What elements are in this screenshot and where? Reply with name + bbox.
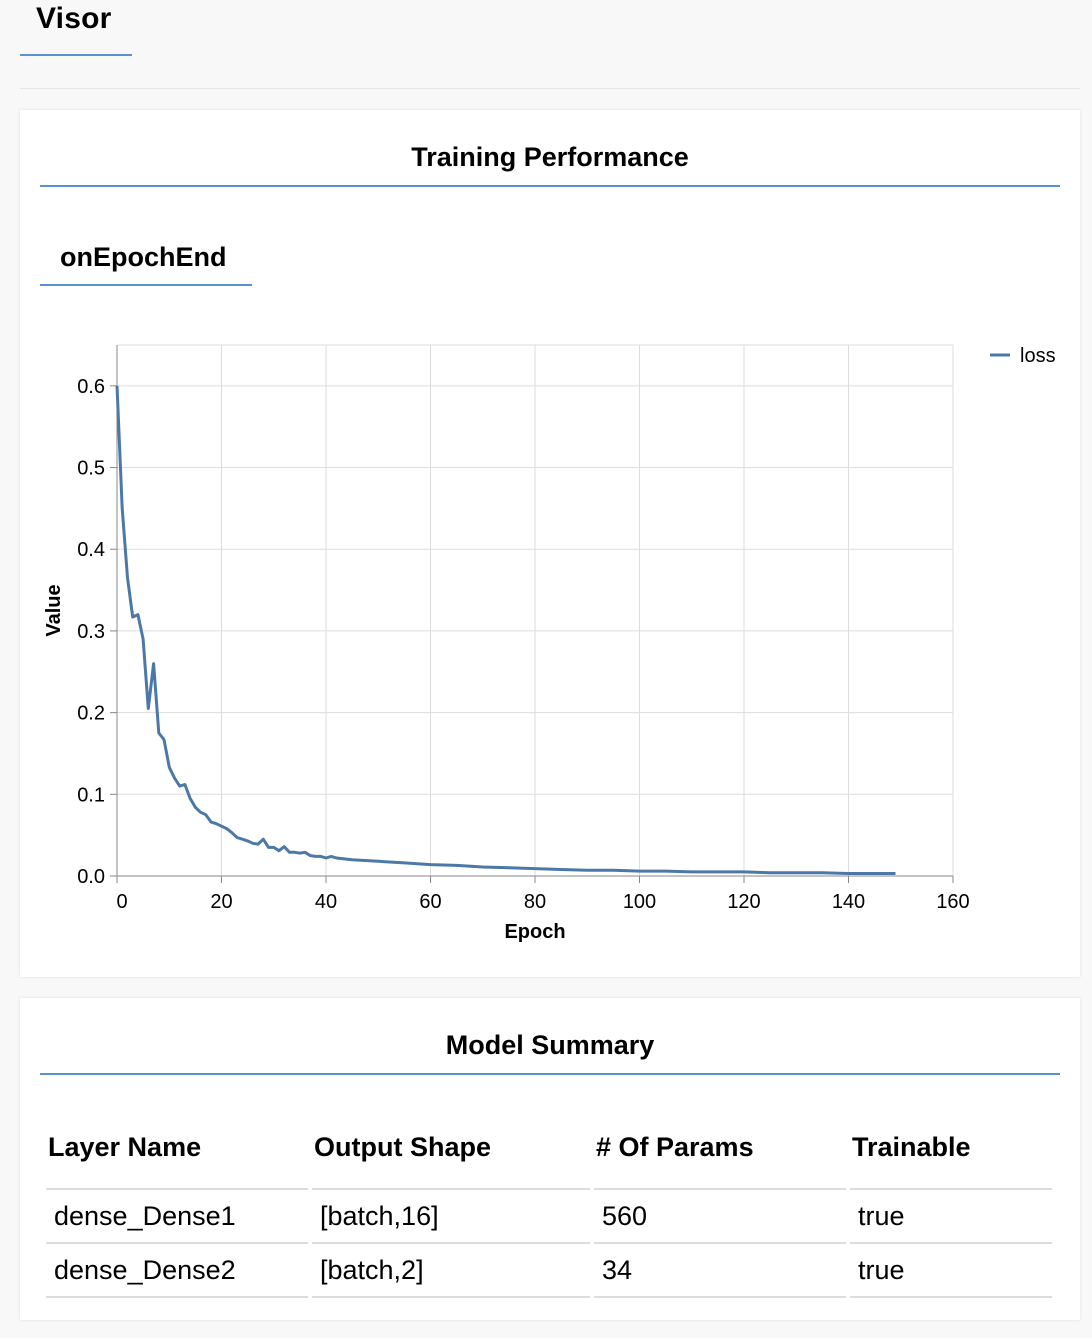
app-header: Visor <box>20 0 132 56</box>
cell-layer-name: dense_Dense2 <box>46 1242 308 1298</box>
y-tick-label: 0.4 <box>77 539 105 561</box>
x-tick-label: 60 <box>419 891 441 913</box>
x-tick-label: 100 <box>623 891 656 913</box>
cell-output-shape: [batch,16] <box>312 1188 590 1242</box>
x-tick-label: 140 <box>832 891 865 913</box>
y-tick-label: 0.0 <box>77 866 105 888</box>
app-title: Visor <box>36 2 112 35</box>
y-tick-label: 0.1 <box>77 784 105 806</box>
x-tick-label: 80 <box>524 891 546 913</box>
header-divider <box>20 88 1080 89</box>
model-summary-rule <box>40 1073 1060 1075</box>
cell-trainable: true <box>850 1188 1052 1242</box>
y-tick-label: 0.6 <box>77 376 105 398</box>
training-performance-title: Training Performance <box>411 142 689 172</box>
x-tick-label: 40 <box>315 891 337 913</box>
x-axis-title: Epoch <box>504 921 565 943</box>
loss-chart: 0 20 40 60 80 100 120 140 160 0.0 0.1 0.2 0.3 0.4 0.5 0… <box>43 344 1056 943</box>
column-header-trainable: Trainable <box>852 1131 971 1162</box>
cell-layer-name: dense_Dense1 <box>46 1188 308 1242</box>
chart-series-layer <box>115 385 896 875</box>
table-row: dense_Dense2 [batch,2] 34 true <box>46 1242 1052 1298</box>
y-tick-label: 0.5 <box>77 458 105 480</box>
chart-axes: 0 20 40 60 80 100 120 140 160 0.0 0.1 0.2 0.3 0.4 0.5 0… <box>43 345 970 943</box>
model-summary-table: Layer Name Output Shape # Of Params Trai… <box>42 1106 1056 1298</box>
legend-label: loss <box>1020 345 1056 367</box>
model-summary-card: Model Summary Layer Name Output Shape # … <box>20 998 1080 1320</box>
chart-legend: loss <box>990 345 1056 367</box>
chart-grid <box>116 344 954 877</box>
cell-trainable: true <box>850 1242 1052 1298</box>
table-row: dense_Dense1 [batch,16] 560 true <box>46 1188 1052 1242</box>
table-header-row: Layer Name Output Shape # Of Params Trai… <box>46 1106 1052 1188</box>
column-header-params: # Of Params <box>596 1131 754 1162</box>
training-performance-card: Training Performance onEpochEnd 0 20 40 60 8… <box>20 110 1080 977</box>
y-tick-label: 0.3 <box>77 621 105 643</box>
column-header-layer-name: Layer Name <box>48 1131 202 1162</box>
series-line-loss <box>115 385 896 875</box>
tab-onepochend-label: onEpochEnd <box>60 242 227 272</box>
tab-onepochend[interactable]: onEpochEnd <box>40 226 252 286</box>
x-tick-label: 0 <box>116 891 127 913</box>
training-performance-rule <box>40 185 1060 187</box>
column-header-output-shape: Output Shape <box>314 1131 491 1162</box>
cell-params: 560 <box>594 1188 846 1242</box>
cell-output-shape: [batch,2] <box>312 1242 590 1298</box>
y-axis-title: Value <box>43 584 65 636</box>
cell-params: 34 <box>594 1242 846 1298</box>
y-tick-label: 0.2 <box>77 703 105 725</box>
x-tick-label: 20 <box>210 891 232 913</box>
model-summary-title: Model Summary <box>445 1030 655 1060</box>
x-tick-label: 120 <box>727 891 760 913</box>
x-tick-label: 160 <box>936 891 969 913</box>
